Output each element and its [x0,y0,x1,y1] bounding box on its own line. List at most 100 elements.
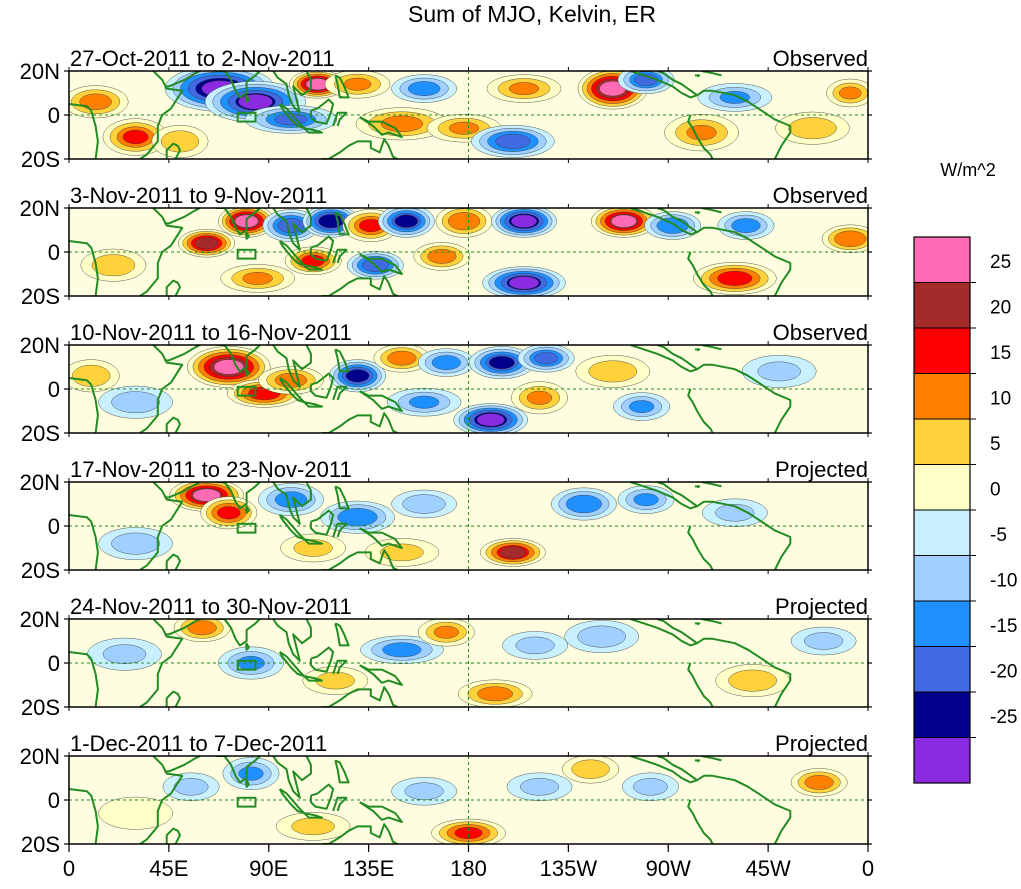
colorbar-label: 10 [990,388,1011,409]
coastline [359,253,403,275]
colorbar-label: -10 [990,570,1017,591]
coastlines [69,208,792,296]
coastline [303,538,323,545]
contour-level [102,644,147,665]
coastline [164,71,201,88]
coastline [69,651,99,707]
contour-level [488,356,515,370]
contour-level [731,218,761,233]
panel-4: 20N 0 20S 17-Nov-2011 to 23-Nov-2011 Project… [20,457,872,583]
coastline [272,756,312,799]
chart-title: Sum of MJO, Kelvin, ER [408,1,656,27]
contour-level [520,778,560,796]
colorbar-label: 5 [990,434,1001,455]
coastline [245,642,250,651]
anomaly-blob [575,354,651,388]
contour-level [111,532,160,555]
anomaly-blob [87,637,162,671]
anomaly-field [69,71,868,158]
colorbar-swatch [913,737,971,784]
anomaly-blob [693,261,777,295]
panel-1: 20N 0 20S 27-Oct-2011 to 2-Nov-2011 Observed [20,46,872,172]
colorbar-label: -15 [990,616,1017,637]
coastline [165,690,181,707]
anomaly-blob [431,818,506,844]
colorbar-swatch [913,418,971,465]
anomaly-field [87,619,857,707]
coastline [630,756,699,784]
coastline [322,823,398,844]
coastline [696,500,792,570]
contour-level [242,272,273,285]
colorbar-swatch [913,236,971,283]
anomaly-field [98,482,768,567]
coastline [164,208,201,225]
coastline [334,211,350,236]
x-axis: 0 45E 90E 135E 180 135W 90W 45W 0 [63,844,874,881]
colorbar-swatch [913,282,971,329]
anomaly-blob [457,679,533,707]
coastline [165,142,181,159]
coastline [332,111,348,127]
panel-status: Projected [775,594,868,619]
contour-level [291,817,335,836]
y-tick-label: 0 [48,514,60,539]
coastline [164,619,201,636]
anomaly-blob [617,485,675,514]
y-tick-label: 20N [20,333,60,358]
anomaly-blob [80,248,147,282]
coastline [696,89,792,159]
anomaly-blob [591,208,657,238]
contour-level [238,766,264,781]
contour-level [318,214,344,229]
coastline [139,345,184,433]
anomaly-blob [471,124,555,158]
panel-status: Observed [773,183,868,208]
reference-box [236,796,257,808]
anomaly-blob [506,772,573,801]
panel-date-range: 17-Nov-2011 to 23-Nov-2011 [70,457,352,482]
reference-box [236,522,257,534]
coastline [69,103,99,159]
anomaly-blob [511,381,568,415]
coastline [272,208,312,251]
anomaly-blob [562,756,619,784]
coastline [303,264,323,271]
coastline [322,686,398,707]
coastline [334,348,350,373]
panel-5: 20N 0 20S 24-Nov-2011 to 30-Nov-2011 Project… [20,594,872,720]
coastline [139,71,184,159]
contour-level [448,121,480,135]
colorbar-label: 15 [990,343,1011,364]
colorbar-swatch [913,327,971,374]
anomaly-blob [386,388,462,417]
coastline [694,348,701,352]
contour-level [409,395,440,409]
coastline [334,485,350,510]
coastline [630,208,699,236]
y-tick-label: 20N [20,470,60,495]
coastline [69,240,99,296]
coastline [139,482,184,570]
coastline [245,94,250,103]
anomaly-blob [220,264,295,293]
anomaly-blob [480,538,546,567]
coastline [303,812,323,819]
anomaly-blob [280,533,346,563]
coastline [278,103,306,130]
contour-level [345,369,370,383]
y-tick-label: 0 [48,788,60,813]
anomaly-blob [102,118,169,156]
contour-level [511,214,537,228]
coastline [332,522,348,538]
colorbar-swatch [913,646,971,693]
coastline [332,796,348,812]
coastline [303,127,323,134]
coastline [309,509,335,536]
coastline [630,71,699,99]
reference-box [236,659,257,671]
panel-6: 20N 0 20S 1-Dec-2011 to 7-Dec-2011 Projected [20,731,872,857]
colorbar-units: W/m^2 [940,160,995,180]
y-tick-label: 20N [20,59,60,84]
